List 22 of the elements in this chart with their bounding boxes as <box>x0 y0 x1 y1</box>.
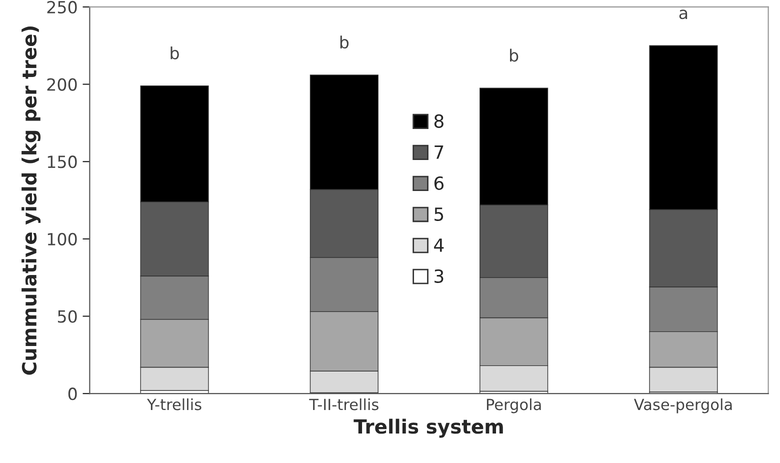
legend-label: 4 <box>434 238 444 252</box>
annotation: a <box>679 10 688 20</box>
legend-label: 5 <box>434 208 444 221</box>
y-tick-label: 0 <box>68 388 77 400</box>
y-tick-label: 250 <box>47 0 77 14</box>
legend-label: 8 <box>434 114 444 128</box>
legend-label: 7 <box>434 146 444 159</box>
y-tick-label: 200 <box>47 78 77 91</box>
y-tick-label: 50 <box>58 310 77 323</box>
legend-label: 6 <box>434 176 444 190</box>
annotation: b <box>170 46 179 60</box>
x-tick-label: Vase-pergola <box>634 398 732 414</box>
annotation: b <box>340 36 349 49</box>
x-tick-label: Pergola <box>486 398 541 414</box>
x-tick-label: T-II-trellis <box>309 398 378 410</box>
x-axis-title: Trellis system <box>354 418 503 438</box>
y-axis-title: Cummulative yield (kg per tree) <box>22 26 41 375</box>
y-tick-label: 150 <box>48 156 77 168</box>
x-tick-label: Y-trellis <box>146 398 202 410</box>
y-tick-label: 100 <box>48 232 77 246</box>
legend-label: 3 <box>434 269 444 284</box>
annotation: b <box>510 48 518 62</box>
